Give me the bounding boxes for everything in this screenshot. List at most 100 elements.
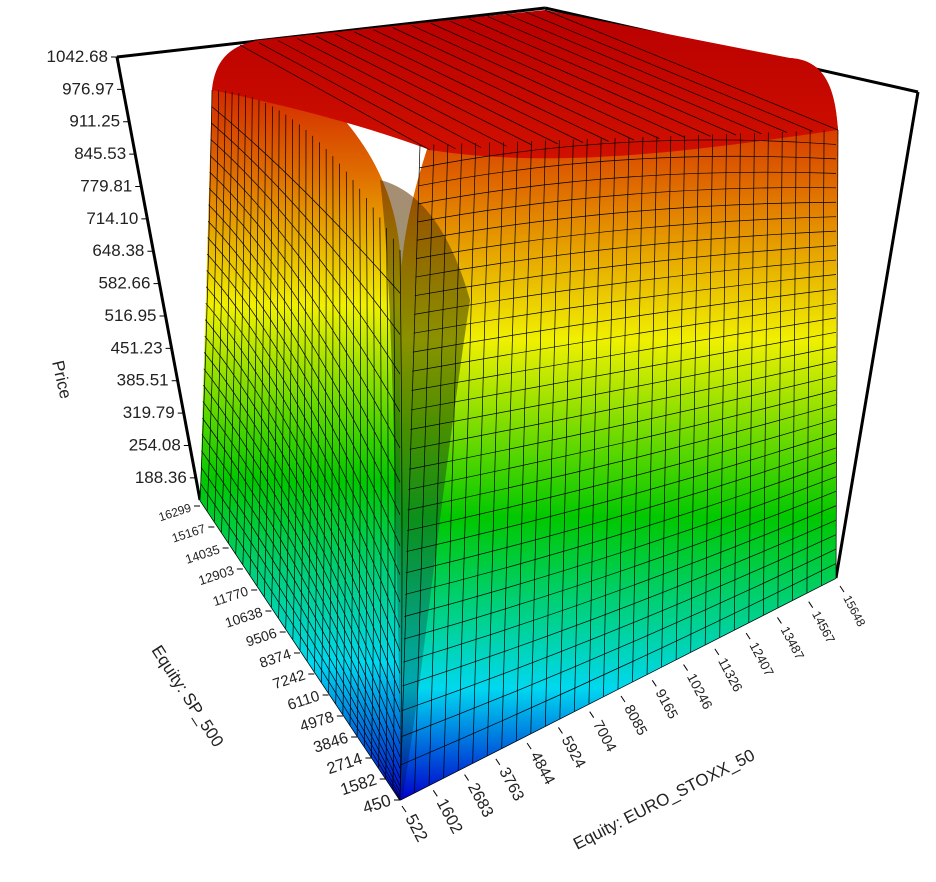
mesh-line (407, 404, 837, 511)
mesh-line (201, 434, 401, 787)
mesh-line (404, 476, 837, 617)
mesh-line (409, 360, 837, 450)
z-tick-label: 188.36 (135, 468, 187, 487)
z-tick-label: 911.25 (69, 112, 120, 131)
mesh-line (506, 14, 788, 133)
mesh-line (313, 142, 320, 672)
mesh-line (408, 375, 837, 470)
x-tick-mark (651, 680, 657, 687)
mesh-line (206, 90, 220, 511)
mesh-line (544, 9, 839, 131)
mesh-line (205, 302, 401, 674)
mesh-line (792, 131, 797, 601)
mesh-line (392, 27, 635, 141)
mesh-line (203, 384, 401, 758)
x-tick-label: 2683 (464, 780, 497, 820)
mesh-line (410, 346, 837, 430)
x-tick-label: 13487 (778, 624, 807, 662)
mesh-line (487, 16, 762, 135)
mesh-line (205, 319, 401, 694)
x-tick-mark (432, 790, 438, 797)
z-tick-label: 779.81 (80, 176, 132, 195)
mesh-line (335, 33, 558, 145)
mesh-line (412, 288, 837, 353)
y-tick-label: 6110 (285, 688, 321, 714)
x-tick-label: 8085 (620, 702, 649, 738)
mesh-line (399, 249, 403, 801)
mesh-line (806, 130, 811, 593)
y-tick-label: 450 (360, 791, 393, 818)
mesh-line (412, 303, 837, 372)
mesh-line (321, 148, 327, 683)
x-tick-label: 14567 (809, 609, 838, 646)
surface-valley (380, 180, 470, 800)
mesh-line (690, 134, 700, 653)
mesh-line (410, 331, 837, 411)
mesh-line (297, 38, 507, 147)
z-axis-title: Price (48, 359, 75, 401)
mesh-line (403, 505, 837, 663)
x-tick-label: 4844 (527, 749, 558, 788)
mesh-line (617, 137, 630, 690)
mesh-line (256, 103, 267, 586)
x-tick-label: 522 (401, 811, 431, 845)
mesh-line (201, 450, 401, 793)
y-tick-label: 11770 (211, 584, 250, 609)
mesh-line (603, 137, 616, 697)
mesh-line (204, 352, 401, 729)
mesh-line (416, 216, 837, 259)
z-tick-label: 1042.68 (47, 47, 108, 66)
mesh-line (206, 270, 401, 628)
z-tick-label: 976.97 (62, 79, 114, 98)
mesh-line (204, 335, 401, 713)
mesh-line (733, 133, 741, 630)
mesh-line (413, 274, 837, 334)
x-tick-label: 11326 (715, 655, 745, 694)
mesh-line (821, 130, 825, 586)
mesh-line (675, 135, 686, 660)
x-tick-label: 9165 (653, 686, 682, 721)
mesh-line (468, 18, 737, 136)
mesh-line (277, 40, 482, 148)
mesh-line (392, 238, 396, 790)
mesh-line (416, 201, 837, 241)
mesh-line (199, 89, 213, 501)
x-tick-mark (745, 632, 751, 640)
mesh-line (418, 155, 837, 187)
y-tick-label: 14035 (184, 543, 222, 567)
mesh-line (544, 139, 560, 727)
mesh-line (719, 133, 727, 638)
mesh-line (401, 534, 837, 712)
mesh-line (411, 24, 660, 140)
mesh-line (748, 132, 755, 623)
mesh-line (349, 179, 354, 726)
mesh-line (762, 132, 769, 616)
mesh-line (419, 139, 837, 169)
mesh-line (200, 483, 401, 800)
x-tick-label: 15648 (840, 593, 868, 629)
z-axis-ticks: 1042.68 976.97 911.25 845.53 779.81 714.10 648… (47, 47, 196, 487)
mesh-line (200, 467, 401, 797)
y-tick-label: 16299 (157, 500, 193, 524)
mesh-line (210, 122, 401, 335)
mesh-line (415, 230, 837, 278)
mesh-line (209, 155, 401, 413)
frame-top-left-edge (116, 6, 546, 59)
mesh-line (405, 462, 837, 595)
mesh-line (588, 138, 602, 704)
mesh-line (202, 417, 401, 779)
x-tick-mark (401, 805, 407, 813)
mesh-line (203, 368, 401, 744)
mesh-line (373, 29, 609, 142)
x-tick-mark (839, 585, 845, 593)
mesh-line (207, 237, 401, 575)
y-tick-label: 3846 (311, 730, 350, 757)
mesh-line (285, 119, 293, 629)
z-tick-label: 648.38 (92, 241, 144, 260)
z-tick-label: 254.08 (129, 435, 181, 454)
mesh-line (418, 171, 837, 205)
mesh-line (408, 389, 837, 490)
mesh-line (205, 286, 401, 652)
x-tick-label: 10246 (684, 671, 715, 712)
mesh-line (371, 207, 375, 758)
